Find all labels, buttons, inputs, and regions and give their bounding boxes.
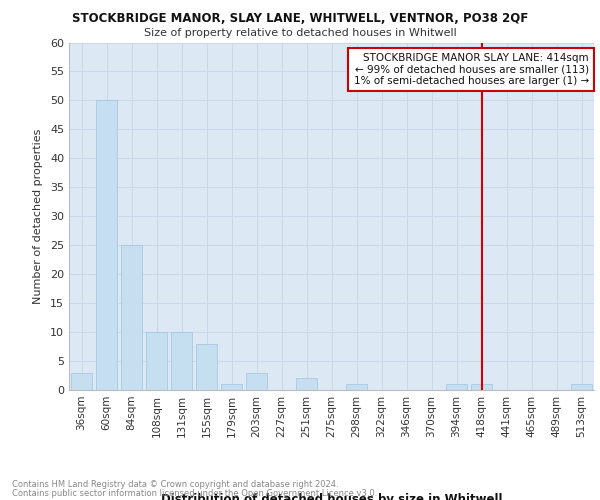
Bar bbox=[346, 384, 367, 390]
Bar bbox=[296, 378, 317, 390]
Y-axis label: Number of detached properties: Number of detached properties bbox=[33, 128, 43, 304]
Text: STOCKBRIDGE MANOR SLAY LANE: 414sqm
← 99% of detached houses are smaller (113)
1: STOCKBRIDGE MANOR SLAY LANE: 414sqm ← 99… bbox=[353, 53, 589, 86]
Text: STOCKBRIDGE MANOR, SLAY LANE, WHITWELL, VENTNOR, PO38 2QF: STOCKBRIDGE MANOR, SLAY LANE, WHITWELL, … bbox=[72, 12, 528, 26]
Text: Contains HM Land Registry data © Crown copyright and database right 2024.: Contains HM Land Registry data © Crown c… bbox=[12, 480, 338, 489]
Bar bbox=[246, 372, 267, 390]
Bar bbox=[221, 384, 242, 390]
Bar bbox=[571, 384, 592, 390]
Text: Contains public sector information licensed under the Open Government Licence v3: Contains public sector information licen… bbox=[12, 488, 377, 498]
Bar bbox=[171, 332, 192, 390]
Bar bbox=[96, 100, 117, 390]
Bar bbox=[446, 384, 467, 390]
Text: Size of property relative to detached houses in Whitwell: Size of property relative to detached ho… bbox=[143, 28, 457, 38]
X-axis label: Distribution of detached houses by size in Whitwell: Distribution of detached houses by size … bbox=[161, 492, 502, 500]
Bar bbox=[146, 332, 167, 390]
Bar bbox=[71, 372, 92, 390]
Bar bbox=[196, 344, 217, 390]
Bar bbox=[471, 384, 492, 390]
Bar bbox=[121, 245, 142, 390]
